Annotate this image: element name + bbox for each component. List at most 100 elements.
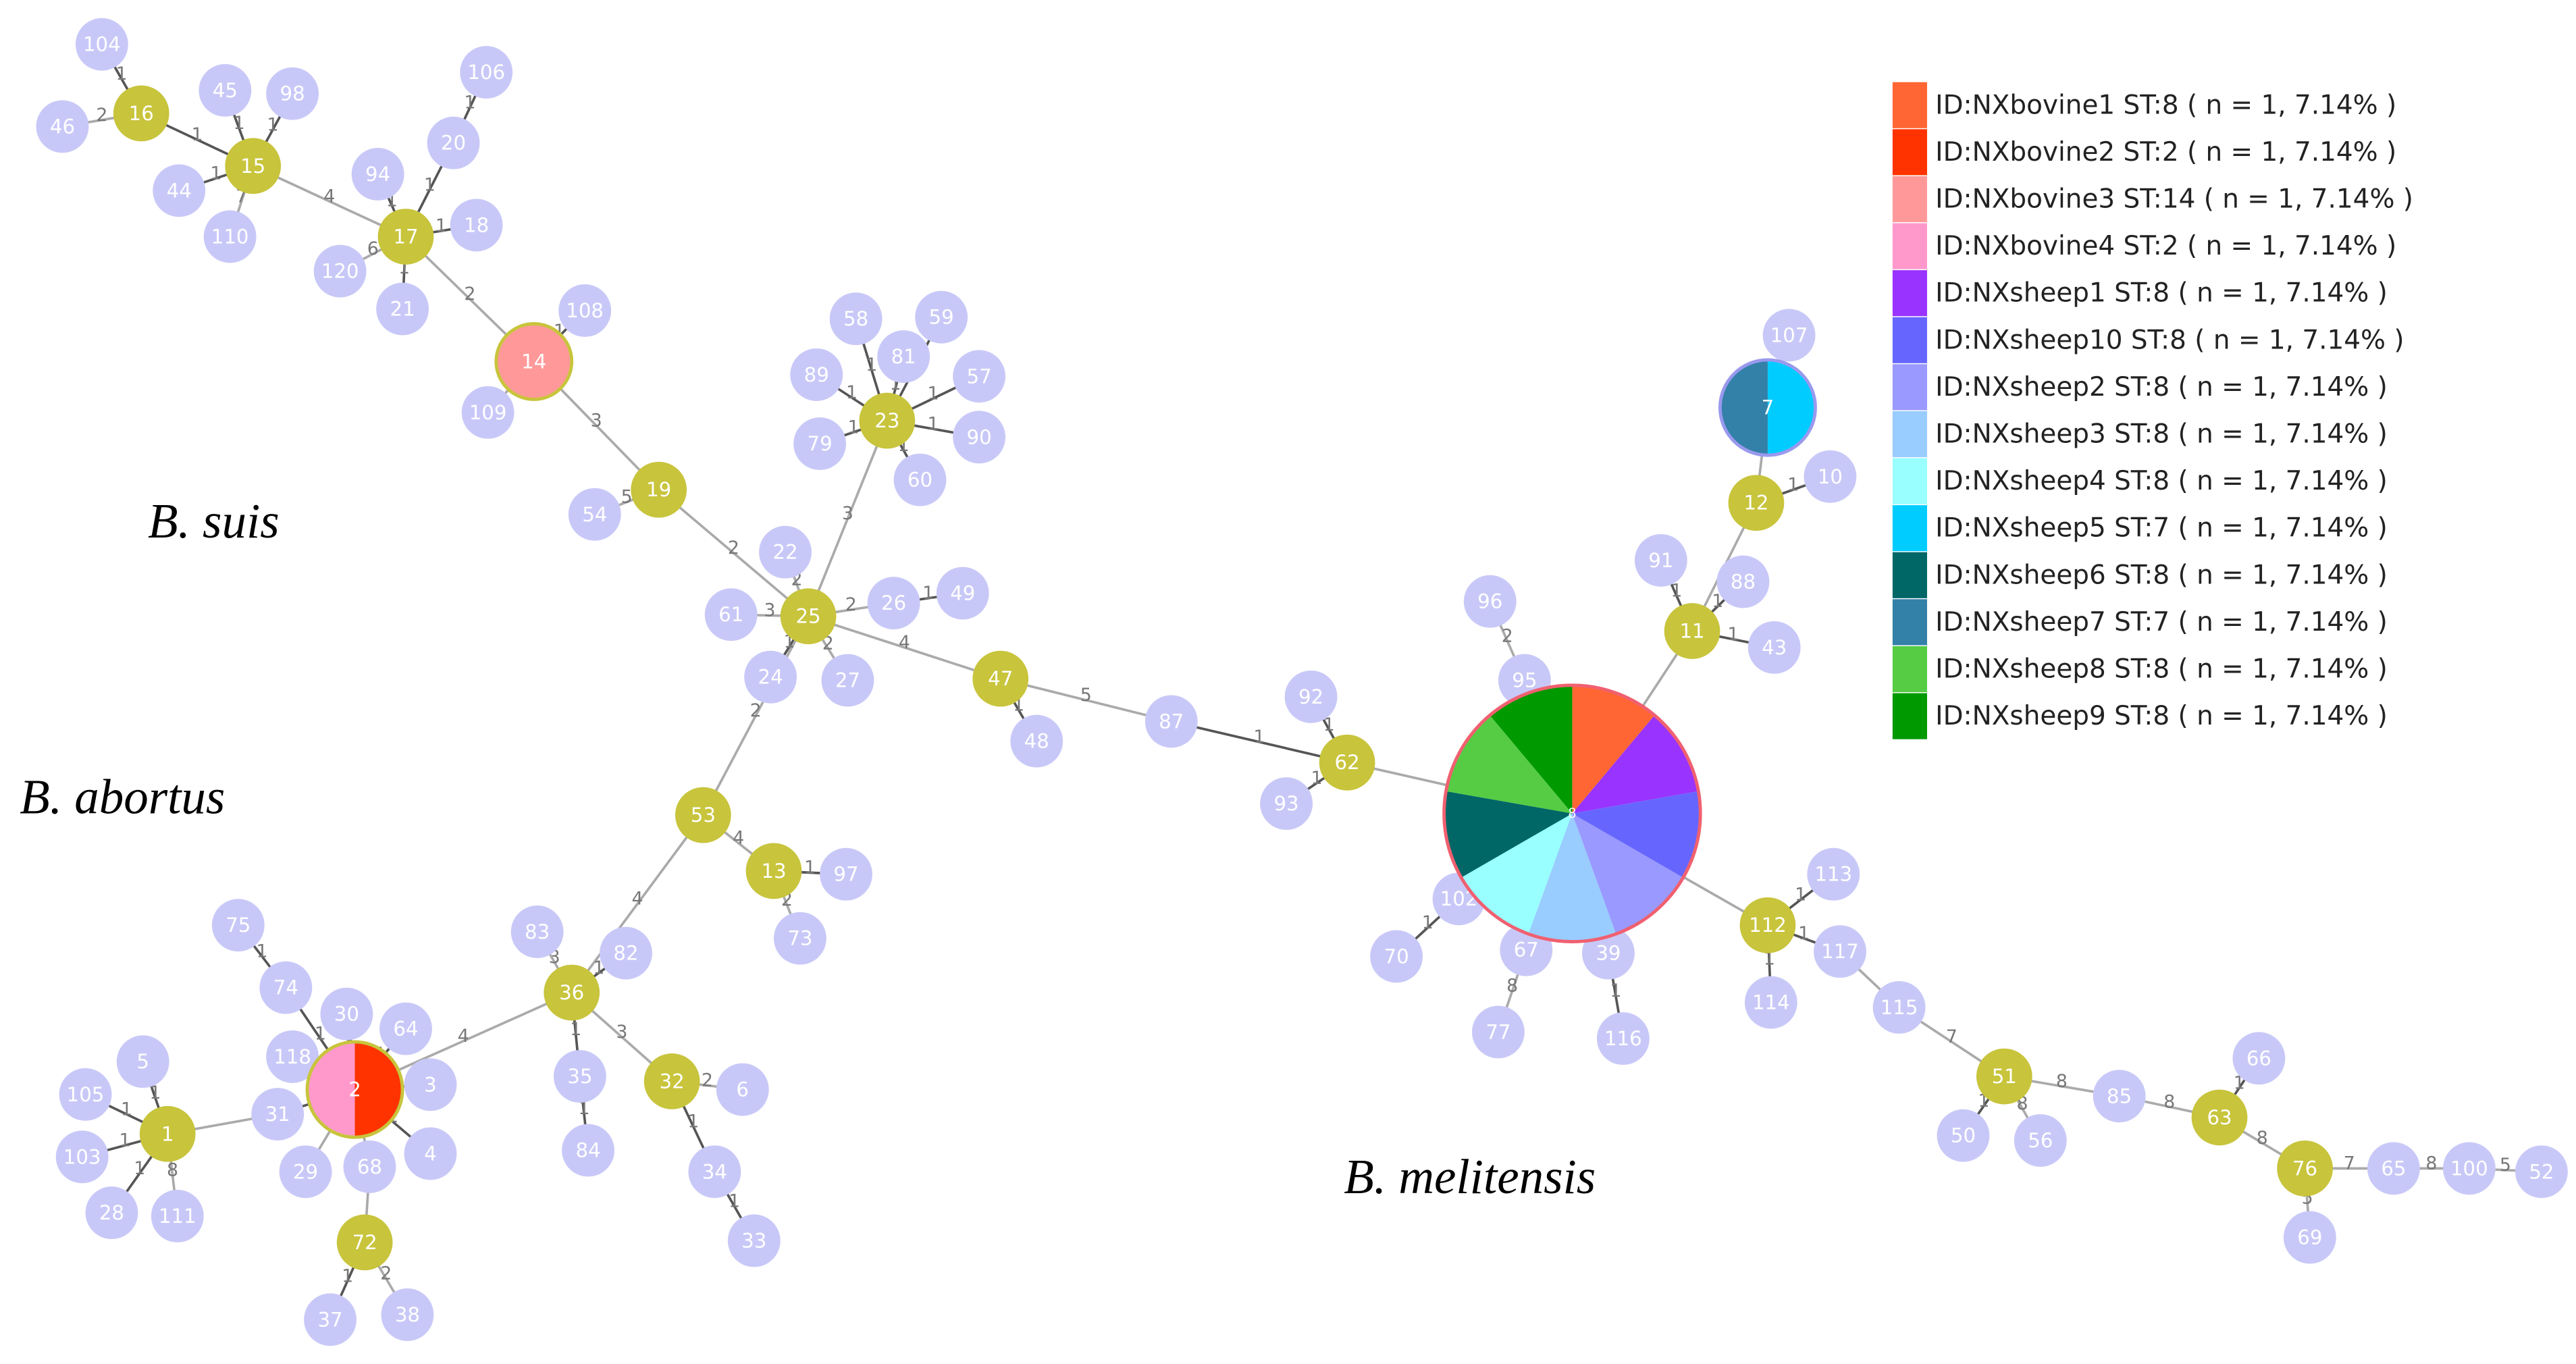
node xyxy=(116,1035,169,1088)
pie-slice xyxy=(307,1041,355,1138)
node xyxy=(510,905,564,958)
node xyxy=(1463,575,1517,628)
edge-label: 8 xyxy=(2163,1091,2175,1112)
edge-label: 1 xyxy=(729,1191,740,1212)
edge-label: 2 xyxy=(750,700,762,721)
legend-swatch xyxy=(1892,411,1927,458)
node-label: 4 xyxy=(424,1142,437,1165)
node xyxy=(2191,1089,2248,1146)
legend-label: ID:NXsheep2 ST:8 ( n = 1, 7.14% ) xyxy=(1935,372,2388,402)
pie-slice xyxy=(354,1041,403,1138)
node-label: 94 xyxy=(365,163,390,186)
edge xyxy=(1000,677,1172,723)
node xyxy=(404,1127,457,1180)
node-label: 46 xyxy=(50,115,75,138)
node xyxy=(877,330,930,384)
node-label: 66 xyxy=(2246,1047,2271,1070)
edge-label: 1 xyxy=(578,1098,589,1119)
node xyxy=(460,46,513,99)
node xyxy=(1472,1005,1525,1059)
node-label: 111 xyxy=(159,1205,196,1228)
node xyxy=(2277,1140,2333,1197)
node-label: 3 xyxy=(424,1073,437,1096)
pie-ring xyxy=(305,1040,404,1139)
pie-ring xyxy=(1718,358,1817,457)
edge-label: 3 xyxy=(616,1022,627,1043)
node xyxy=(404,1058,457,1111)
node xyxy=(688,1145,741,1199)
node-label: 108 xyxy=(566,299,604,322)
node-label: 97 xyxy=(833,863,858,886)
edge-label: 4 xyxy=(733,828,744,849)
node xyxy=(59,1068,112,1121)
node-label: 2 xyxy=(348,1078,361,1101)
node-label: 13 xyxy=(761,860,786,883)
node xyxy=(75,18,128,71)
node xyxy=(2515,1145,2568,1199)
legend-swatch xyxy=(1892,505,1927,552)
edge-label: 5 xyxy=(2500,1155,2511,1176)
edge-label: 2 xyxy=(728,537,739,558)
node-label: 67 xyxy=(1514,939,1539,962)
node xyxy=(1976,1048,2032,1105)
edge-label: 3 xyxy=(842,503,853,524)
node-label: 16 xyxy=(129,102,154,125)
edge-label: 8 xyxy=(1506,976,1518,997)
node-label: 47 xyxy=(988,667,1013,690)
node-label: 20 xyxy=(441,132,466,155)
node-label: 49 xyxy=(950,582,975,605)
node xyxy=(972,650,1029,707)
node xyxy=(773,912,826,965)
edge xyxy=(1171,720,1348,764)
node xyxy=(820,847,872,901)
node xyxy=(427,116,480,169)
node xyxy=(351,148,404,201)
legend-label: ID:NXbovine4 ST:2 ( n = 1, 7.14% ) xyxy=(1935,231,2396,261)
node xyxy=(279,1145,332,1199)
node xyxy=(1739,897,1796,953)
node xyxy=(562,1124,614,1177)
node-label: 34 xyxy=(702,1160,727,1183)
node-label: 7 xyxy=(1762,396,1775,419)
node xyxy=(600,926,652,980)
node-label: 87 xyxy=(1159,710,1184,733)
node xyxy=(558,284,612,337)
edge-label: 2 xyxy=(380,1263,392,1284)
node-label: 79 xyxy=(808,432,833,455)
legend-swatch xyxy=(1892,364,1927,411)
node xyxy=(304,1293,357,1346)
edge-label: 2 xyxy=(96,105,107,126)
node-label: 92 xyxy=(1298,685,1323,708)
node xyxy=(1010,714,1063,768)
pie-slice xyxy=(1572,685,1655,814)
node-label: 96 xyxy=(1477,590,1502,613)
pie-slice xyxy=(1572,813,1683,935)
pie-slice xyxy=(1720,359,1768,456)
node-label: 68 xyxy=(357,1155,382,1178)
pie-slice xyxy=(1446,715,1573,814)
edge xyxy=(658,488,810,618)
node-label: 18 xyxy=(464,213,489,236)
edge-label: 1 xyxy=(267,114,278,135)
legend-swatch xyxy=(1892,129,1927,176)
node xyxy=(1762,309,1816,362)
node xyxy=(199,63,252,117)
node xyxy=(2014,1114,2067,1167)
node-label: 83 xyxy=(525,920,550,943)
node-label: 6 xyxy=(736,1078,749,1101)
edge-label: 2 xyxy=(845,594,857,615)
node xyxy=(1260,777,1313,831)
node xyxy=(376,282,429,336)
node-label: 61 xyxy=(718,603,743,626)
node-label: 98 xyxy=(280,82,305,105)
node-label: 45 xyxy=(213,79,238,102)
legend-label: ID:NXbovine3 ST:14 ( n = 1, 7.14% ) xyxy=(1935,184,2413,214)
node xyxy=(203,210,257,263)
node xyxy=(1284,670,1338,723)
node-label: 105 xyxy=(67,1083,105,1106)
node-label: 57 xyxy=(967,365,992,388)
edge-label: 1 xyxy=(927,413,939,434)
node-label: 31 xyxy=(265,1103,290,1126)
